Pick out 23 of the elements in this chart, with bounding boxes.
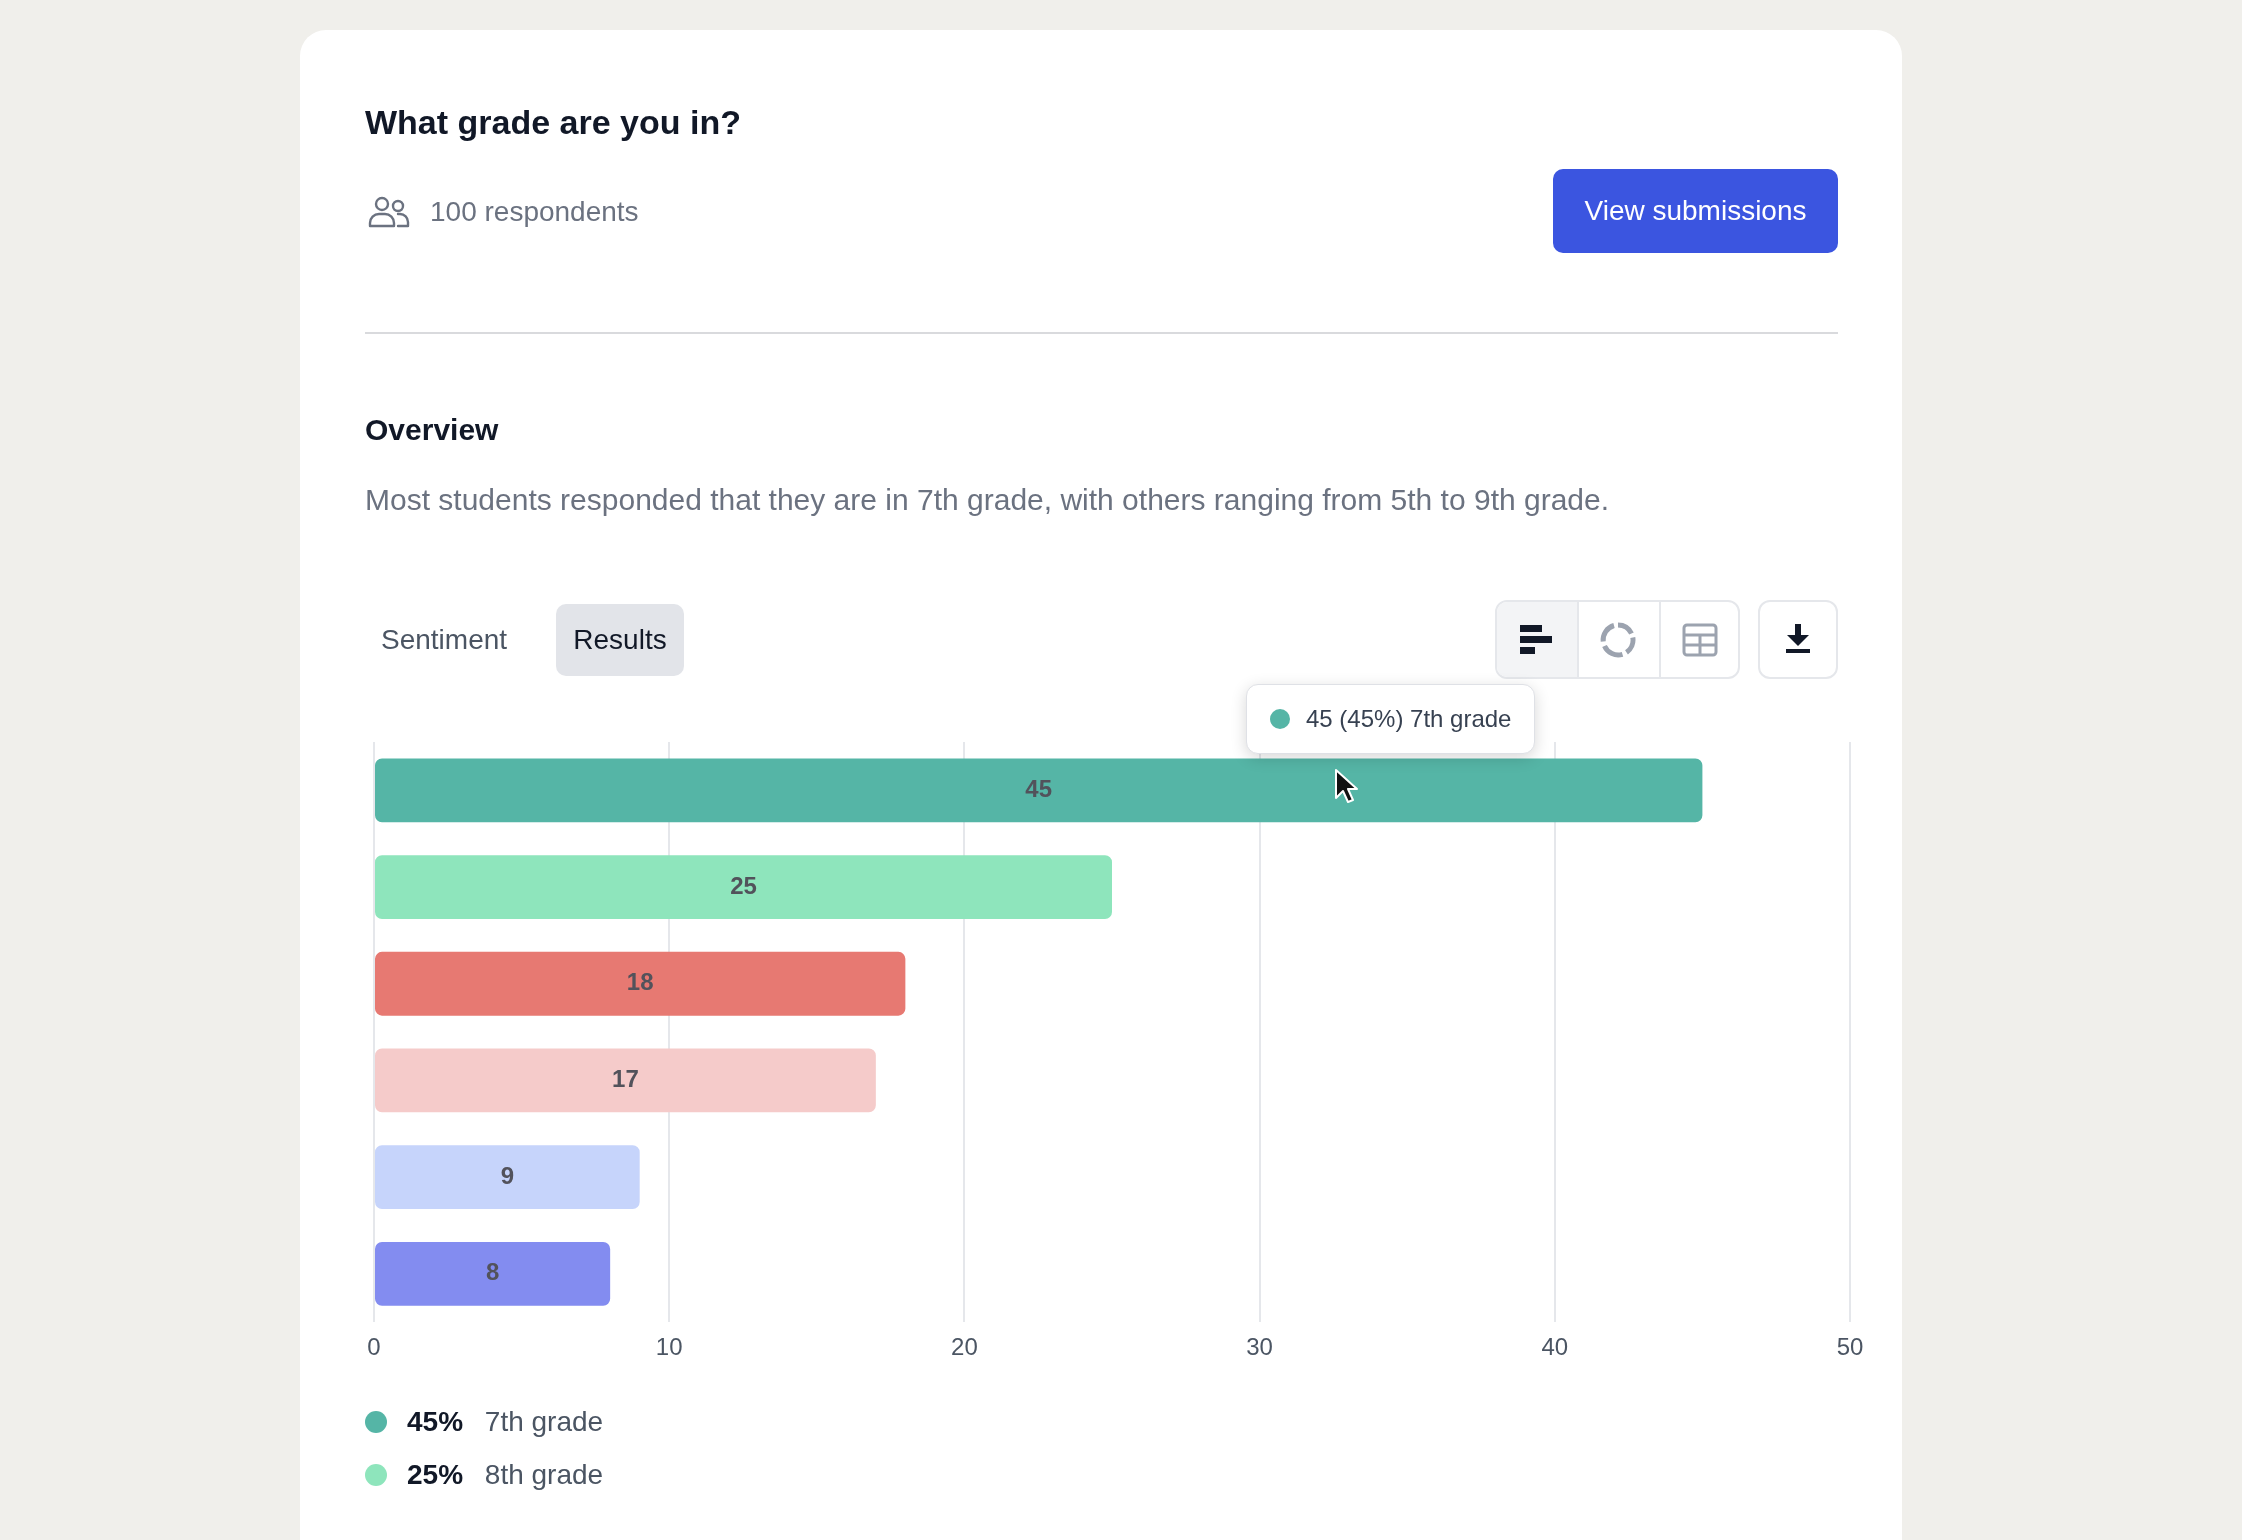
data-label: 25 (730, 871, 757, 899)
x-tick-label: 30 (1246, 1333, 1273, 1361)
x-tick-label: 50 (1836, 1333, 1864, 1361)
text: Overview (365, 412, 499, 448)
card-panel: What grade are you in? 100 respondents View submissions Overview Most students responded that they are in 7th grade, with others ranging from 5th to 9th grade. Sentiment Results 0 10 20 30 40 50 45 25 18 17 9 8 45 (45%) 7th grade 45% 7th grade 25% 8th grade (300, 30, 1902, 1540)
data-label: 9 (500, 1161, 515, 1189)
legend-label: 25% 8th grade (407, 1459, 604, 1490)
x-tick-label: 0 (367, 1333, 381, 1361)
text: Results (573, 624, 667, 656)
text: Sentiment (381, 623, 508, 657)
data-label: 8 (485, 1258, 500, 1286)
x-tick-label: 10 (655, 1333, 683, 1361)
x-tick-label: 40 (1541, 1333, 1569, 1361)
legend-label: 45% 7th grade (407, 1406, 604, 1437)
x-tick-label: 20 (951, 1333, 978, 1361)
data-label: 18 (626, 968, 654, 996)
text: Most students responded that they are in 7th grade, with others ranging from 5th to 9th grade. (365, 482, 1610, 518)
data-label: 45 (1025, 774, 1053, 802)
chart-subtitle: 100 respondents (430, 195, 639, 229)
chart-title: What grade are you in? (365, 102, 741, 142)
data-label: 17 (612, 1065, 639, 1093)
text: View submissions (1584, 195, 1807, 227)
text: 45 (45%) 7th grade (1306, 704, 1512, 734)
